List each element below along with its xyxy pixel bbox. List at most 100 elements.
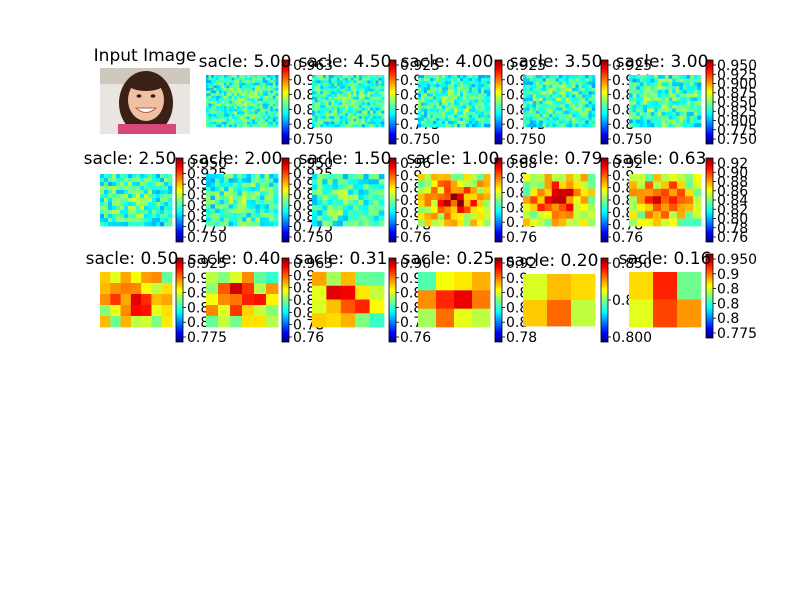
heatmap-cell	[537, 211, 545, 219]
heatmap-cell	[228, 213, 234, 218]
heatmap-cell	[120, 305, 132, 317]
heatmap-cell	[231, 95, 235, 99]
heatmap-cell	[237, 221, 243, 227]
heatmap-cell	[100, 178, 105, 183]
heatmap-cell	[424, 193, 432, 201]
heatmap-cell	[206, 213, 211, 218]
heatmap-cell	[332, 220, 339, 227]
heatmap-cell	[457, 87, 461, 91]
heatmap-cell	[325, 116, 330, 120]
heatmap-cell	[436, 123, 440, 128]
heatmap-cell	[370, 107, 374, 111]
heatmap-cell	[653, 299, 678, 328]
heatmap-cell	[229, 80, 233, 84]
heatmap-cell	[254, 95, 258, 99]
heatmap-cell	[632, 93, 637, 98]
heatmap-cell	[325, 77, 330, 81]
heatmap-cell	[234, 80, 238, 84]
heatmap-cell	[317, 194, 323, 201]
heatmap-cell	[359, 96, 363, 101]
colorbar-tick-label: 0.750	[293, 230, 333, 246]
heatmap-cell	[629, 123, 633, 128]
heatmap-cell	[529, 78, 534, 82]
heatmap-cell	[424, 108, 428, 113]
colorbar-gradient	[600, 59, 609, 145]
input-photo	[100, 68, 190, 134]
heatmap-cell	[323, 96, 327, 101]
heatmap-cell	[210, 178, 216, 184]
heatmap-cell	[336, 107, 341, 111]
heatmap-cell	[151, 283, 163, 295]
heatmap-cell	[588, 101, 593, 105]
heatmap-cell	[100, 272, 111, 284]
heatmap-cell	[168, 210, 173, 215]
heatmap-cell	[683, 101, 687, 106]
heatmap-cell	[141, 316, 152, 328]
heatmap-cell	[469, 120, 473, 125]
heatmap-cell	[454, 111, 458, 116]
heatmap-cell	[373, 200, 380, 206]
heatmap-cell	[320, 75, 324, 79]
heatmap-cell	[312, 96, 316, 101]
heatmap-cell	[255, 204, 261, 210]
heatmap-cell	[336, 85, 341, 90]
heatmap-cell	[381, 110, 385, 114]
heatmap-cell	[424, 78, 428, 82]
heatmap-cell	[690, 104, 695, 109]
heatmap-cell	[629, 75, 633, 80]
heatmap-cell	[587, 211, 596, 219]
heatmap-cell	[572, 101, 576, 105]
heatmap-cell	[364, 83, 368, 87]
heatmap-cell	[469, 117, 473, 122]
heatmap-cell	[672, 112, 677, 117]
heatmap-cell	[317, 189, 323, 196]
heatmap-cell	[559, 188, 567, 197]
heatmap-cell	[164, 182, 169, 187]
heatmap-cell	[128, 218, 133, 223]
heatmap-cell	[144, 218, 149, 223]
heatmap-cell	[104, 202, 109, 207]
heatmap-cell	[436, 272, 455, 291]
heatmap-cell	[367, 77, 371, 81]
heatmap-cell	[361, 102, 366, 106]
heatmap-cell	[668, 112, 673, 117]
heatmap-cell	[151, 294, 163, 306]
heatmap-cell	[348, 220, 354, 227]
heatmap-cell	[657, 97, 662, 102]
heatmap-cell	[317, 110, 321, 114]
heatmap-cell	[650, 119, 655, 124]
heatmap-cell	[265, 75, 269, 78]
heatmap-cell	[421, 81, 425, 85]
heatmap-cell	[466, 87, 470, 91]
heatmap-cell	[226, 82, 230, 86]
heatmap-cell	[247, 101, 251, 104]
heatmap-cell	[532, 104, 537, 108]
heatmap-cell	[469, 75, 473, 79]
heatmap-cell	[148, 222, 153, 227]
heatmap-cell	[358, 215, 364, 222]
heatmap-cell	[444, 206, 452, 214]
heatmap-cell	[690, 82, 695, 87]
heatmap-cell	[267, 80, 271, 84]
heatmap-cell	[260, 182, 265, 188]
heatmap-cell	[370, 77, 374, 81]
heatmap-cell	[444, 180, 452, 188]
heatmap-cell	[552, 81, 557, 86]
heatmap-cell	[585, 94, 589, 99]
heatmap-cell	[581, 81, 586, 86]
heatmap-cell	[463, 213, 471, 220]
heatmap-cell	[575, 75, 580, 79]
colorbar-tick-label: 0.76	[612, 230, 643, 246]
heatmap-cell	[552, 78, 557, 82]
heatmap-cell	[532, 117, 537, 121]
heatmap-cell	[418, 105, 422, 110]
heatmap-cell	[257, 121, 261, 125]
heatmap-cell	[442, 117, 446, 122]
heatmap-cell	[234, 103, 238, 107]
heatmap-cell	[325, 110, 330, 114]
heatmap-cell	[247, 106, 251, 110]
heatmap-cell	[264, 174, 270, 179]
heatmap	[418, 75, 491, 128]
heatmap-cell	[378, 85, 382, 90]
heatmap-cell	[373, 189, 380, 196]
